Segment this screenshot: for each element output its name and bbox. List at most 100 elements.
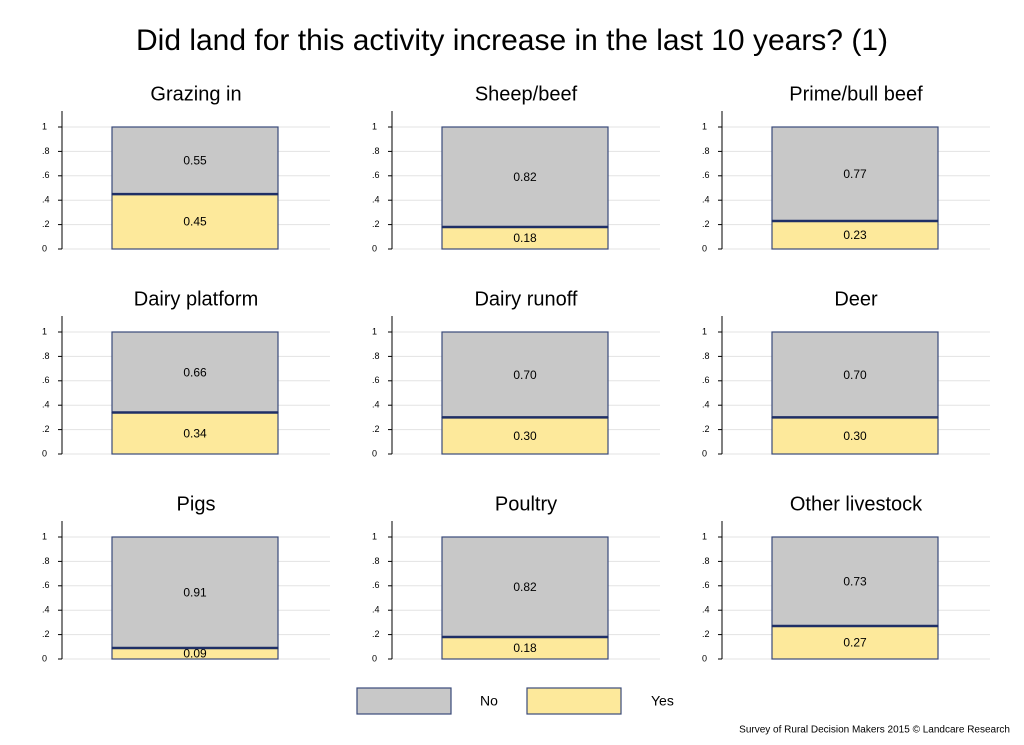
bar-segment — [441, 126, 609, 228]
panel-title: Prime/bull beef — [789, 83, 923, 105]
bar-segment — [771, 625, 939, 660]
y-tick-label: .2 — [702, 629, 710, 639]
y-tick-label: .2 — [372, 629, 380, 639]
bar-segment — [111, 536, 279, 649]
value-label: 0.82 — [513, 580, 537, 594]
chart-title: Did land for this activity increase in t… — [136, 24, 888, 57]
y-tick-label: 1 — [372, 326, 377, 336]
bar-segment — [441, 416, 609, 455]
panel-title: Deer — [834, 288, 878, 310]
y-tick-label: 1 — [42, 326, 47, 336]
y-tick-label: 1 — [702, 531, 707, 541]
y-tick-label: .6 — [42, 580, 50, 590]
y-tick-label: .4 — [702, 195, 710, 205]
legend-swatch — [356, 687, 452, 715]
bar-segment — [771, 126, 939, 222]
y-tick-label: .2 — [42, 629, 50, 639]
value-label: 0.23 — [843, 228, 867, 242]
y-tick-label: .4 — [372, 605, 380, 615]
y-tick-label: .4 — [702, 605, 710, 615]
legend-label: Yes — [651, 693, 674, 709]
y-tick-label: .6 — [372, 375, 380, 385]
bar-segment — [111, 331, 279, 414]
y-tick-label: 1 — [42, 531, 47, 541]
y-tick-label: 1 — [702, 121, 707, 131]
bar-segment — [441, 536, 609, 638]
panel-title: Sheep/beef — [475, 83, 578, 105]
bar-segment — [441, 331, 609, 419]
y-tick-label: .2 — [42, 424, 50, 434]
y-tick-label: .4 — [372, 400, 380, 410]
bar-segment — [111, 193, 279, 250]
y-tick-label: 0 — [372, 243, 377, 253]
y-tick-label: 1 — [702, 326, 707, 336]
panel-title: Pigs — [177, 493, 216, 515]
panel-title: Dairy platform — [134, 288, 258, 310]
panel-title: Poultry — [495, 493, 557, 515]
value-label: 0.18 — [513, 231, 537, 245]
y-tick-label: .6 — [372, 580, 380, 590]
y-tick-label: .4 — [372, 195, 380, 205]
value-label: 0.77 — [843, 167, 867, 181]
y-tick-label: 1 — [372, 531, 377, 541]
value-label: 0.82 — [513, 170, 537, 184]
y-tick-label: .6 — [702, 375, 710, 385]
y-tick-label: 0 — [702, 653, 707, 663]
value-label: 0.73 — [843, 575, 867, 589]
y-tick-label: .8 — [702, 351, 710, 361]
y-tick-label: .8 — [702, 146, 710, 156]
y-tick-label: 0 — [42, 448, 47, 458]
y-tick-label: 0 — [702, 243, 707, 253]
y-tick-label: 0 — [372, 448, 377, 458]
y-tick-label: 0 — [42, 653, 47, 663]
y-tick-label: .6 — [372, 170, 380, 180]
bar-segment — [771, 331, 939, 419]
y-tick-label: .8 — [42, 351, 50, 361]
y-tick-label: .6 — [702, 580, 710, 590]
y-tick-label: .4 — [42, 195, 50, 205]
y-tick-label: .4 — [42, 400, 50, 410]
y-tick-label: .8 — [702, 556, 710, 566]
bar-segment — [111, 126, 279, 195]
bar-segment — [771, 220, 939, 250]
value-label: 0.70 — [513, 368, 537, 382]
source: Survey of Rural Decision Makers 2015 © L… — [739, 725, 1010, 736]
value-label: 0.66 — [183, 365, 207, 379]
y-tick-label: .8 — [372, 146, 380, 156]
y-tick-label: .2 — [702, 424, 710, 434]
value-label: 0.55 — [183, 154, 207, 168]
bar-segment — [771, 416, 939, 455]
y-tick-label: .2 — [372, 219, 380, 229]
y-tick-label: .8 — [42, 556, 50, 566]
y-tick-label: .6 — [42, 170, 50, 180]
value-label: 0.18 — [513, 641, 537, 655]
value-label: 0.30 — [843, 429, 867, 443]
y-tick-label: .6 — [702, 170, 710, 180]
value-label: 0.09 — [183, 647, 207, 661]
y-tick-label: .8 — [372, 556, 380, 566]
y-tick-label: .2 — [702, 219, 710, 229]
y-tick-label: .4 — [42, 605, 50, 615]
value-label: 0.27 — [843, 636, 867, 650]
legend-swatch — [526, 687, 622, 715]
bar-segment — [771, 536, 939, 627]
y-tick-label: .6 — [42, 375, 50, 385]
y-tick-label: 1 — [42, 121, 47, 131]
panel-title: Dairy runoff — [474, 288, 577, 310]
y-tick-label: 1 — [372, 121, 377, 131]
value-label: 0.70 — [843, 368, 867, 382]
legend-label: No — [480, 693, 498, 709]
y-tick-label: 0 — [372, 653, 377, 663]
y-tick-label: 0 — [42, 243, 47, 253]
y-tick-label: .2 — [42, 219, 50, 229]
value-label: 0.91 — [183, 586, 207, 600]
y-tick-label: 0 — [702, 448, 707, 458]
panel-title: Grazing in — [150, 83, 241, 105]
y-tick-label: .8 — [42, 146, 50, 156]
y-tick-label: .8 — [372, 351, 380, 361]
value-label: 0.34 — [183, 426, 207, 440]
value-label: 0.45 — [183, 215, 207, 229]
value-label: 0.30 — [513, 429, 537, 443]
panel-title: Other livestock — [790, 493, 923, 515]
